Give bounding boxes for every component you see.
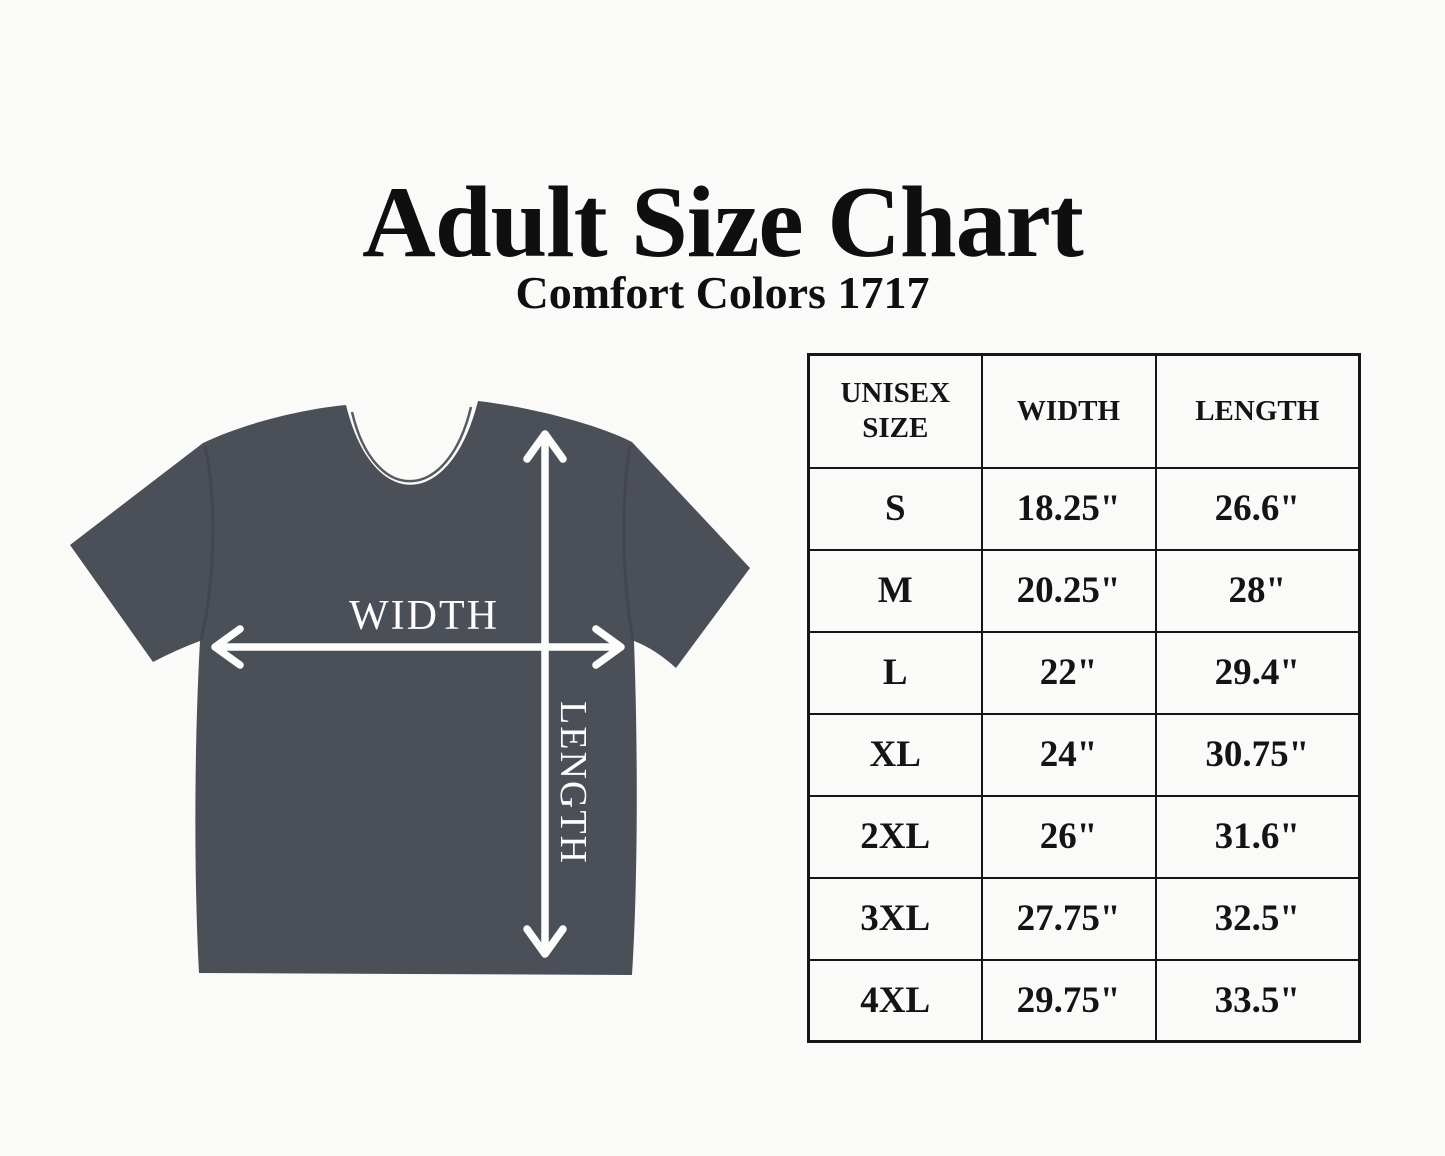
cell-width: 22"	[980, 630, 1157, 715]
cell-length: 26.6"	[1154, 466, 1361, 551]
cell-length: 28"	[1154, 548, 1361, 633]
cell-length: 30.75"	[1154, 712, 1361, 797]
page-subtitle: Comfort Colors 1717	[515, 267, 930, 319]
tshirt-diagram: WIDTH LENGTH	[70, 401, 750, 975]
cell-width: 27.75"	[980, 876, 1157, 961]
header-length: LENGTH	[1154, 353, 1361, 469]
table-row: 4XL 29.75" 33.5"	[807, 958, 1361, 1043]
cell-size: S	[807, 466, 983, 551]
table-row: XL 24" 30.75"	[807, 712, 1361, 797]
right-sleeve-seam	[622, 444, 635, 641]
cell-length: 29.4"	[1154, 630, 1361, 715]
cell-width: 20.25"	[980, 548, 1157, 633]
width-label: WIDTH	[349, 593, 499, 639]
cell-size: L	[807, 630, 983, 715]
cell-width: 26"	[980, 794, 1157, 879]
page-title: Adult Size Chart	[362, 166, 1084, 280]
table-row: S 18.25" 26.6"	[807, 466, 1361, 551]
cell-length: 33.5"	[1154, 958, 1361, 1043]
left-sleeve-seam	[199, 445, 215, 641]
length-label: LENGTH	[552, 701, 594, 865]
cell-width: 29.75"	[980, 958, 1157, 1043]
header-unisex-size: UNISEX SIZE	[807, 353, 983, 469]
cell-size: 4XL	[807, 958, 983, 1043]
cell-width: 18.25"	[980, 466, 1157, 551]
tshirt-graphic	[70, 401, 750, 975]
width-arrow	[211, 625, 625, 669]
table-row: 3XL 27.75" 32.5"	[807, 876, 1361, 961]
collar-band-line	[350, 406, 473, 483]
cell-size: XL	[807, 712, 983, 797]
length-arrow	[523, 430, 567, 958]
table-row: L 22" 29.4"	[807, 630, 1361, 715]
cell-width: 24"	[980, 712, 1157, 797]
cell-length: 31.6"	[1154, 794, 1361, 879]
table-row: M 20.25" 28"	[807, 548, 1361, 633]
table-row: 2XL 26" 31.6"	[807, 794, 1361, 879]
cell-length: 32.5"	[1154, 876, 1361, 961]
table-header-row: UNISEX SIZE WIDTH LENGTH	[807, 353, 1361, 469]
cell-size: 3XL	[807, 876, 983, 961]
cell-size: M	[807, 548, 983, 633]
header-width: WIDTH	[980, 353, 1157, 469]
cell-size: 2XL	[807, 794, 983, 879]
size-table-body: S 18.25" 26.6" M 20.25" 28" L 22" 29.4" XL 24" 30.7…	[807, 466, 1361, 1043]
size-table: UNISEX SIZE WIDTH LENGTH S 18.25" 26.6" M 20…	[807, 353, 1361, 1043]
